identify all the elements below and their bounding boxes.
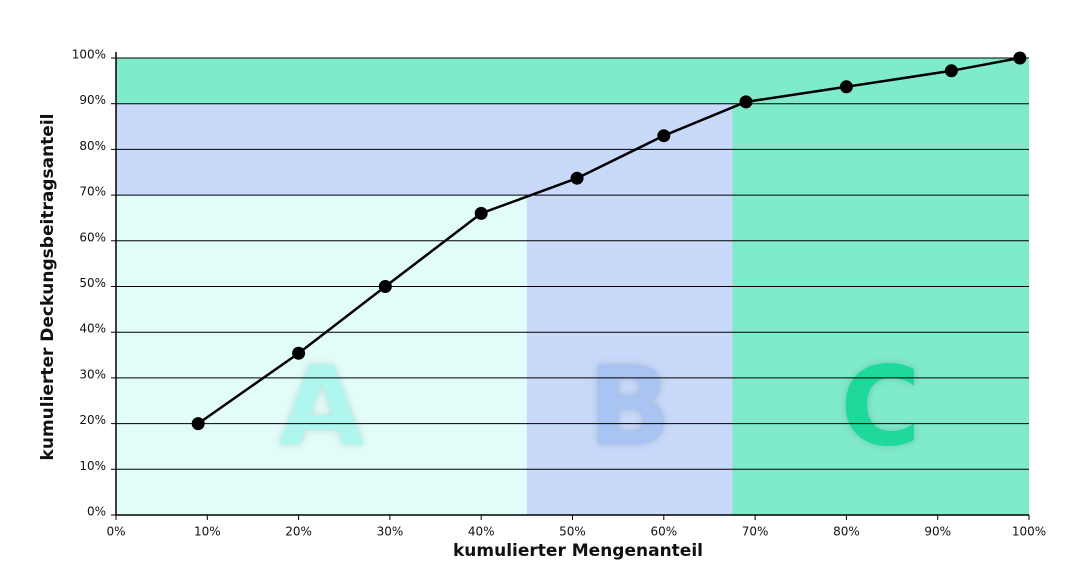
y-tick-label: 100% xyxy=(72,48,106,62)
y-tick-label: 10% xyxy=(79,459,106,473)
x-tick-label: 70% xyxy=(742,525,769,539)
y-axis-label: kumulierter Deckungsbeitragsanteil xyxy=(38,114,58,461)
point xyxy=(378,280,392,293)
y-tick-label: 90% xyxy=(79,93,106,107)
line xyxy=(197,56,1021,425)
y-tick-label: 20% xyxy=(79,413,106,427)
point xyxy=(739,95,753,109)
x-tick-label: 10% xyxy=(194,525,221,539)
x-tick-label: 30% xyxy=(377,525,404,539)
y-tick-label: 80% xyxy=(79,139,106,153)
y-tick-label: 40% xyxy=(79,322,106,336)
x-tick-label: 90% xyxy=(924,525,951,539)
point xyxy=(944,64,958,78)
y-tick-label: 0% xyxy=(87,505,106,519)
x-tick-label: 0% xyxy=(106,525,125,539)
point xyxy=(657,129,671,143)
y-tick-label: 50% xyxy=(79,276,106,290)
point xyxy=(839,80,853,94)
y-tick-label: 60% xyxy=(79,230,106,244)
point xyxy=(474,206,488,220)
point xyxy=(191,417,205,431)
x-tick-label: 80% xyxy=(833,525,860,539)
x-tick-label: 40% xyxy=(468,525,495,539)
point xyxy=(1013,51,1027,65)
zone-label: B xyxy=(588,342,672,470)
x-axis-label: kumulierter Mengenanteil xyxy=(453,541,703,561)
x-tick-label: 100% xyxy=(1012,525,1046,539)
x-tick-label: 60% xyxy=(650,525,677,539)
x-tick-label: 50% xyxy=(559,525,586,539)
zone-label: A xyxy=(279,342,364,470)
zone xyxy=(116,195,527,515)
y-tick-label: 70% xyxy=(79,185,106,199)
x-tick-label: 20% xyxy=(285,525,312,539)
zone-label: C xyxy=(840,342,921,470)
point xyxy=(570,171,584,185)
y-tick-label: 30% xyxy=(79,367,106,381)
point xyxy=(292,346,306,360)
